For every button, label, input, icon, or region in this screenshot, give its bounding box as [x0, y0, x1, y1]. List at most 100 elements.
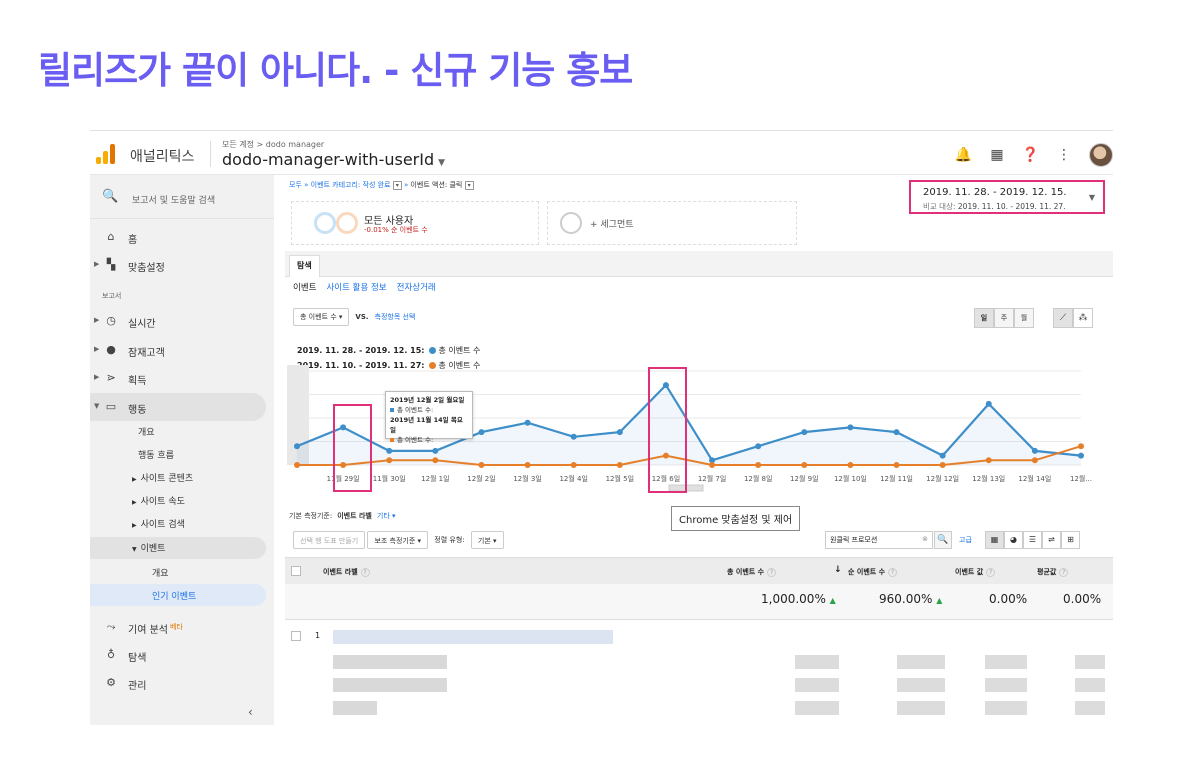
sidebar-item-behavior[interactable]: ▼ ▭ 행동 — [90, 393, 266, 421]
row-checkbox[interactable] — [291, 631, 301, 641]
series-point — [755, 443, 762, 450]
x-tick-label: 12월... — [1070, 474, 1092, 483]
breadcrumb-category[interactable]: 이벤트 카테고리: 작성 완료 — [310, 181, 391, 189]
collapse-sidebar-icon[interactable]: ‹ — [248, 705, 253, 719]
series-point — [709, 462, 716, 468]
col-event-value[interactable]: 이벤트 값? — [955, 567, 996, 577]
primary-dimension-other[interactable]: 기타 ▾ — [376, 512, 396, 520]
period-week-button[interactable]: 주 — [994, 308, 1014, 328]
col-avg-value[interactable]: 평균값? — [1037, 567, 1069, 577]
sidebar-subitem-events[interactable]: ▼ 이벤트 — [90, 537, 266, 559]
blurred-cell — [985, 701, 1027, 715]
sidebar-item-audience[interactable]: ▶ ● 잠재고객 — [90, 336, 266, 364]
sidebar-subitem-site-speed[interactable]: ▶ 사이트 속도 — [132, 494, 185, 516]
dropdown-icon[interactable]: ▾ — [464, 180, 474, 190]
col-event-label[interactable]: 이벤트 라벨? — [323, 567, 370, 577]
secondary-dimension-dropdown[interactable]: 보조 측정기준 ▾ — [367, 531, 429, 549]
help-icon[interactable]: ? — [986, 568, 996, 577]
property-selector[interactable]: dodo-manager-with-userId ▼ — [222, 150, 445, 169]
pivot-view-icon[interactable]: ⊞ — [1061, 531, 1080, 549]
clear-icon[interactable]: ⊗ — [922, 535, 928, 543]
select-all-checkbox[interactable] — [291, 566, 301, 576]
period-day-button[interactable]: 일 — [974, 308, 994, 328]
help-icon[interactable]: ? — [767, 568, 777, 577]
table-view-icon[interactable]: ▦ — [985, 531, 1004, 549]
tab-explore[interactable]: 탐색 — [289, 255, 320, 277]
series-point — [524, 419, 531, 426]
col-unique-events[interactable]: 순 이벤트 수? — [848, 567, 898, 577]
apps-grid-icon[interactable]: ▦ — [990, 147, 1004, 163]
sidebar-item-label: 관리 — [128, 681, 147, 692]
sidebar-search[interactable]: 🔍 보고서 및 도움말 검색 — [90, 175, 274, 219]
chevron-down-icon: ▼ — [94, 402, 100, 410]
sidebar-subitem-behavior-overview[interactable]: 개요 — [138, 428, 155, 438]
primary-dimension-current[interactable]: 이벤트 라벨 — [337, 512, 372, 520]
person-icon: ● — [106, 343, 116, 356]
series-point — [939, 462, 946, 468]
performance-view-icon[interactable]: ☰ — [1023, 531, 1042, 549]
segment-card-all-users[interactable]: 모든 사용자 -0.01% 순 이벤트 수 — [291, 201, 539, 245]
period-month-button[interactable]: 월 — [1014, 308, 1034, 328]
more-vert-icon[interactable]: ⋮ — [1057, 147, 1071, 163]
add-segment-card[interactable]: + 세그먼트 — [547, 201, 797, 245]
sidebar-subitem-site-content[interactable]: ▶ 사이트 콘텐츠 — [132, 471, 193, 493]
pie-view-icon[interactable]: ◕ — [1004, 531, 1023, 549]
row-index: 1 — [315, 631, 321, 640]
sort-type-dropdown[interactable]: 기본 ▾ — [470, 531, 504, 549]
advanced-filter-link[interactable]: 고급 — [959, 536, 972, 544]
series-point — [294, 443, 300, 450]
sidebar-subitem-behavior-flow[interactable]: 행동 흐름 — [138, 451, 174, 461]
sidebar-subitem-site-search[interactable]: ▶ 사이트 검색 — [132, 517, 185, 539]
line-chart-icon[interactable]: ⟋ — [1053, 308, 1073, 328]
sidebar-item-customization[interactable]: ▶ ▚ 맞춤설정 — [90, 251, 266, 279]
sidebar-item-home[interactable]: ⌂ 홈 — [90, 223, 266, 251]
date-range-picker[interactable]: 2019. 11. 28. - 2019. 12. 15. 비교 대상: 201… — [909, 180, 1105, 214]
lightbulb-icon: ♁ — [106, 648, 116, 661]
sidebar-item-discover[interactable]: ♁ 탐색 — [90, 641, 266, 669]
help-icon[interactable]: ? — [888, 568, 898, 577]
sidebar-subitem-events-overview[interactable]: 개요 — [152, 569, 169, 579]
sidebar-item-acquisition[interactable]: ▶ ⋗ 획득 — [90, 364, 266, 392]
sort-desc-icon[interactable]: ↓ — [834, 565, 842, 575]
analytics-logo-icon[interactable] — [96, 144, 116, 164]
sidebar-item-attribution[interactable]: ⤳ 기여 분석 베타 — [90, 613, 266, 641]
subtab-events[interactable]: 이벤트 — [293, 283, 317, 293]
table-search-button[interactable]: 🔍 — [934, 531, 952, 549]
sidebar-item-realtime[interactable]: ▶ ◷ 실시간 — [90, 307, 266, 335]
select-metric-link[interactable]: 측정항목 선택 — [374, 313, 416, 321]
plot-rows-button[interactable]: 선택 행 도표 만들기 — [293, 531, 366, 549]
subtab-ecommerce[interactable]: 전자상거래 — [396, 283, 436, 293]
x-tick-label: 12월 4일 — [559, 474, 587, 483]
help-icon[interactable]: ? — [360, 568, 370, 577]
table-search-input[interactable]: 원클릭 프로모션 ⊗ — [825, 531, 933, 549]
dropdown-icon[interactable]: ▾ — [392, 180, 402, 190]
sidebar-item-admin[interactable]: ⚙ 관리 — [90, 669, 266, 697]
primary-dimension-row: 기본 측정기준: 이벤트 라벨 기타 ▾ — [289, 511, 396, 521]
series-point — [386, 447, 393, 454]
blurred-cell — [333, 655, 447, 669]
arrow-up-icon: ▲ — [829, 596, 836, 605]
help-icon[interactable]: ❓ — [1021, 147, 1039, 163]
avatar[interactable] — [1089, 143, 1113, 167]
blurred-cell — [985, 678, 1027, 692]
home-icon: ⌂ — [107, 230, 115, 243]
series-point — [893, 429, 900, 436]
sidebar-item-label: 탐색 — [128, 653, 147, 664]
motion-chart-icon[interactable]: ⁂ — [1073, 308, 1093, 328]
x-tick-label: 12월 1일 — [421, 474, 449, 483]
help-icon[interactable]: ? — [1059, 568, 1069, 577]
metric-dropdown[interactable]: 총 이벤트 수 ▾ — [293, 308, 350, 326]
series-point — [616, 462, 623, 468]
dashboard-grid-icon: ▚ — [106, 258, 116, 271]
breadcrumb-action: 이벤트 액션: 클릭 — [410, 181, 463, 189]
blurred-cell — [897, 701, 945, 715]
blurred-cell — [333, 701, 377, 715]
subtab-site-usage[interactable]: 사이트 활용 정보 — [326, 283, 387, 293]
sidebar-subitem-top-events[interactable]: 인기 이벤트 — [90, 584, 266, 606]
notifications-bell-icon[interactable]: 🔔 — [954, 147, 973, 163]
app-name[interactable]: 애널리틱스 — [130, 149, 195, 165]
account-breadcrumb[interactable]: 모든 계정 > dodo manager — [222, 140, 325, 149]
comparison-view-icon[interactable]: ⇌ — [1042, 531, 1061, 549]
col-total-events[interactable]: 총 이벤트 수? — [727, 567, 777, 577]
breadcrumb-all[interactable]: 모두 — [289, 181, 302, 189]
